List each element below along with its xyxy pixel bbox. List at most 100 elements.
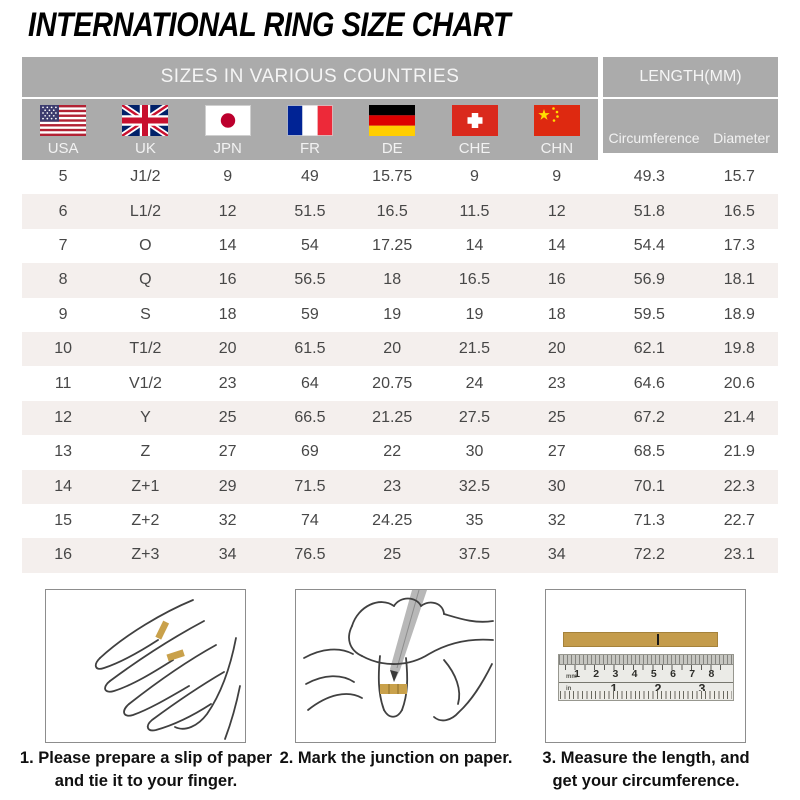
table-row: 16 Z+3 34 76.5 25 37.5 34 72.2 23.1: [22, 538, 778, 573]
column-header-uk: UK: [104, 99, 186, 160]
table-cell: 12: [218, 202, 237, 220]
table-cell: 22.7: [723, 512, 755, 530]
table-cell: 16.5: [376, 202, 408, 220]
ring-size-table-body: 5 J1/2 9 49 15.75 9 9 49.3 15.7 6 L1/2 12 51.5 16.5 11…: [22, 160, 778, 573]
germany-flag: [369, 105, 416, 136]
table-cell: 21.4: [723, 408, 755, 426]
table-cell: 18: [547, 305, 566, 323]
table-cell: 49: [301, 168, 319, 186]
switzerland-flag: [451, 105, 498, 136]
table-cell: 9: [223, 168, 233, 186]
table-cell: 15.75: [372, 168, 413, 186]
table-cell: 9: [552, 168, 562, 186]
japan-flag: [204, 105, 251, 136]
table-cell: Z+1: [131, 477, 160, 495]
table-row: 8 Q 16 56.5 18 16.5 16 56.9 18.1: [22, 263, 778, 298]
paper-strip: [563, 632, 718, 647]
table-cell: 18.9: [723, 305, 755, 323]
table-cell: 32: [218, 512, 237, 530]
paper-strip: [166, 649, 185, 662]
china-flag: [533, 105, 580, 136]
ruler-unit-top: mm: [566, 674, 577, 680]
table-cell: 66.5: [294, 408, 326, 426]
table-cell: 59.5: [633, 305, 665, 323]
table-cell: 29: [218, 477, 237, 495]
table-cell: 15.7: [723, 168, 755, 186]
ruler-number: 3: [612, 668, 619, 680]
measure-mark: [657, 634, 659, 645]
table-cell: 30: [465, 443, 484, 461]
table-cell: 61.5: [294, 340, 326, 358]
table-cell: 18: [383, 271, 402, 289]
france-flag: [286, 105, 333, 136]
table-cell: 68.5: [633, 443, 665, 461]
table-cell: 20: [383, 340, 402, 358]
table-cell: 72.2: [633, 546, 665, 564]
ruler-unit-bottom: in: [566, 686, 572, 692]
table-row: 12 Y 25 66.5 21.25 27.5 25 67.2 21.4: [22, 400, 778, 436]
table-cell: 27.5: [458, 408, 491, 426]
length-subheaders: Circumference Diameter: [603, 99, 778, 153]
table-cell: 76.5: [294, 546, 326, 564]
table-cell: 74: [301, 512, 319, 530]
column-header-circumference: Circumference: [608, 130, 700, 146]
table-cell: 16.5: [458, 271, 491, 289]
table-cell: 18.1: [723, 271, 755, 289]
table-cell: 16: [218, 271, 237, 289]
table-cell: 22.3: [723, 477, 755, 495]
table-cell: 23.1: [723, 546, 755, 564]
table-cell: 30: [547, 477, 566, 495]
table-cell: 25: [547, 408, 566, 426]
table-cell: 19: [383, 305, 402, 323]
hand-with-paper-illustration: [94, 599, 241, 740]
table-cell: 23: [218, 374, 237, 392]
table-cell: 16: [54, 546, 73, 564]
table-cell: 69: [301, 443, 319, 461]
table-cell: 64: [301, 374, 319, 392]
table-cell: 14: [54, 477, 73, 495]
ruler-number: 1: [574, 668, 580, 680]
table-cell: 11: [54, 374, 72, 392]
ruler-number: 7: [689, 668, 696, 680]
ruler-number: 2: [654, 682, 662, 696]
table-cell: 37.5: [458, 546, 491, 564]
step-caption-2: 2. Mark the junction on paper.: [279, 749, 513, 767]
table-cell: J1/2: [130, 168, 161, 186]
table-cell: 70.1: [633, 477, 665, 495]
table-cell: 34: [547, 546, 566, 564]
table-cell: V1/2: [128, 374, 162, 392]
table-cell: 9: [470, 168, 479, 186]
table-cell: 24.25: [372, 512, 413, 530]
table-cell: 14: [465, 236, 484, 254]
table-cell: 71.3: [633, 512, 665, 530]
table-cell: 7: [58, 236, 68, 254]
table-cell: Z: [140, 443, 151, 461]
ruler-number: 2: [593, 668, 600, 680]
usa-flag: [40, 105, 87, 136]
table-cell: 56.5: [294, 271, 326, 289]
country-label: FR: [299, 140, 320, 157]
table-cell: 27: [218, 443, 237, 461]
ruler-teeth-band: [560, 691, 732, 699]
table-cell: 17.25: [372, 236, 413, 254]
table-cell: 23: [383, 477, 402, 495]
table-cell: 8: [58, 271, 68, 289]
column-header-diameter: Diameter: [713, 130, 770, 146]
table-cell: 16.5: [723, 202, 755, 220]
table-cell: Z+2: [131, 512, 160, 530]
table-row: 15 Z+2 32 74 24.25 35 32 71.3 22.7: [22, 504, 778, 538]
table-cell: 51.5: [294, 202, 326, 220]
table-cell: 11.5: [459, 202, 490, 220]
ruler-number: 8: [708, 668, 715, 680]
table-cell: 27: [547, 443, 566, 461]
ruler-cm-ticks: [565, 665, 729, 670]
table-cell: 20.75: [372, 374, 413, 392]
table-cell: 35: [465, 512, 484, 530]
flags-band: USA UK JPN: [22, 99, 778, 160]
country-label: USA: [47, 140, 79, 157]
page-title: INTERNATIONAL RING SIZE CHART: [28, 6, 511, 44]
table-cell: 20: [218, 340, 237, 358]
table-cell: 62.1: [633, 340, 665, 358]
table-cell: 14: [547, 236, 566, 254]
